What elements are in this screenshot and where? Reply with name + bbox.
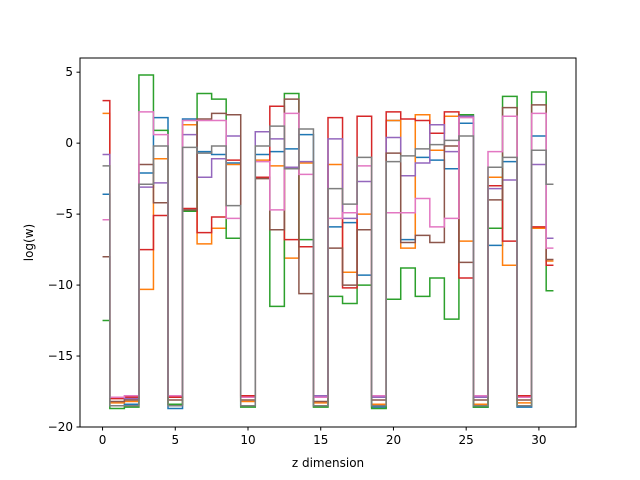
x-tick-label: 25 — [459, 433, 474, 447]
y-axis-label: log(w) — [22, 224, 36, 261]
y-tick-label: −10 — [48, 278, 73, 292]
x-tick-label: 0 — [99, 433, 107, 447]
plot-frame — [79, 57, 577, 428]
y-tick-label: −15 — [48, 349, 73, 363]
plot-lines — [102, 74, 554, 410]
x-tick-label: 10 — [240, 433, 255, 447]
series-line-8 — [102, 125, 554, 407]
y-tick-label: 5 — [65, 65, 73, 79]
x-axis-ticks: 0 5 10 15 20 25 30 — [99, 427, 547, 447]
x-tick-label: 5 — [171, 433, 179, 447]
y-axis-ticks: −20 −15 −10 −5 0 5 — [48, 65, 80, 434]
x-tick-label: 30 — [531, 433, 546, 447]
y-tick-label: −20 — [48, 420, 73, 434]
y-tick-label: −5 — [55, 207, 73, 221]
x-tick-label: 15 — [313, 433, 328, 447]
y-tick-label: 0 — [65, 136, 73, 150]
x-axis-label: z dimension — [292, 456, 364, 470]
x-tick-label: 20 — [386, 433, 401, 447]
